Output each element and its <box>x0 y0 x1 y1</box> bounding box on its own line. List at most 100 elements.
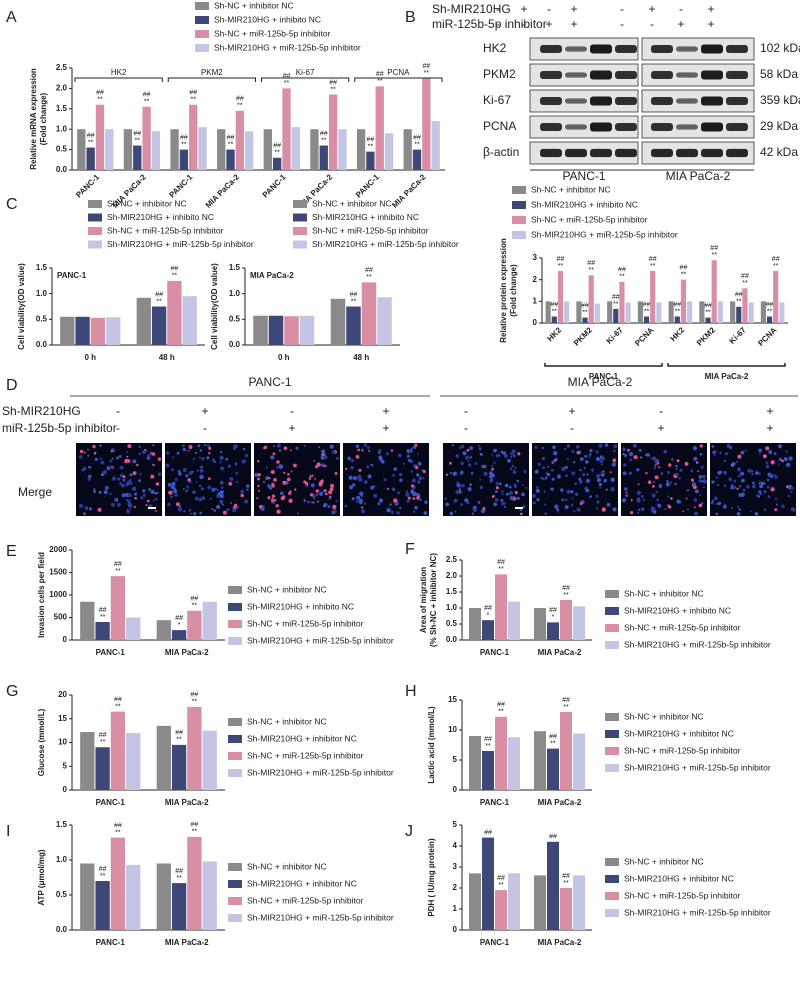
cell <box>536 486 539 489</box>
cell <box>309 475 312 478</box>
bar <box>375 86 384 170</box>
sign: - <box>522 17 526 31</box>
cell <box>127 501 132 506</box>
cell <box>182 468 187 472</box>
cell <box>232 508 237 513</box>
cell <box>349 485 354 490</box>
cell <box>651 493 656 498</box>
cell <box>182 444 185 447</box>
cell <box>467 459 470 462</box>
micrograph <box>76 443 162 516</box>
significance-mark: ## <box>175 868 183 875</box>
cell <box>723 504 727 509</box>
y-tick-label: 1.5 <box>446 587 458 596</box>
micrograph-bg <box>443 443 529 516</box>
legend-label: Sh-NC + miR-125b-5p inhibitor <box>531 214 648 224</box>
cell <box>578 477 582 481</box>
cell <box>335 499 338 502</box>
cell <box>612 507 617 512</box>
cell <box>155 482 160 486</box>
cell <box>393 489 396 492</box>
cell <box>498 454 501 457</box>
cell <box>603 478 607 483</box>
significance-mark: ** <box>100 614 106 621</box>
cell <box>332 509 337 514</box>
x-tick-label: Ki-67 <box>605 325 626 346</box>
significance-mark: ** <box>498 882 504 889</box>
cell <box>103 490 108 495</box>
cell <box>736 467 742 472</box>
cell <box>604 443 609 447</box>
cell <box>666 480 669 483</box>
cell <box>445 473 449 476</box>
cell <box>600 463 604 466</box>
cell <box>219 499 224 504</box>
x-tick-label: PANC-1 <box>480 798 510 807</box>
bar <box>123 129 133 170</box>
legend-swatch <box>512 201 526 209</box>
cell <box>257 473 261 477</box>
blot-band <box>726 97 748 105</box>
cell <box>102 470 107 475</box>
x-tick-label: MIA PaCa-2 <box>165 648 209 657</box>
blot-band <box>676 72 698 78</box>
condition-label: Sh-MIR210HG <box>432 2 511 16</box>
significance-mark: ** <box>97 97 103 104</box>
cell <box>585 478 591 483</box>
significance-mark: ** <box>767 308 773 315</box>
cell <box>246 484 250 488</box>
cell <box>310 483 315 488</box>
cell <box>556 474 562 479</box>
cell <box>179 505 182 508</box>
cell <box>147 499 150 503</box>
cell <box>714 450 718 453</box>
significance-mark: ## <box>189 90 197 97</box>
legend-label: Sh-MIR210HG + miR-125b-5p inhibitor <box>247 912 394 922</box>
protein-label: HK2 <box>483 41 507 55</box>
cell <box>98 490 102 494</box>
bar <box>310 129 319 170</box>
cell <box>491 465 494 468</box>
cell <box>765 464 770 469</box>
y-tick-label: 10 <box>448 725 457 734</box>
cell <box>699 452 703 456</box>
cell <box>679 468 683 472</box>
cell <box>268 477 271 480</box>
cell <box>774 508 778 512</box>
cell <box>152 444 155 447</box>
cell <box>511 449 516 454</box>
cell <box>196 469 199 472</box>
cell <box>394 502 398 505</box>
bar <box>469 608 481 640</box>
cell <box>733 479 736 483</box>
bar <box>760 301 766 323</box>
significance-mark: ** <box>181 141 187 148</box>
significance-mark: ** <box>284 80 290 87</box>
cell <box>733 485 737 489</box>
legend-swatch <box>228 603 242 611</box>
cell <box>220 450 223 454</box>
significance-mark: ## <box>114 696 122 703</box>
significance-mark: ** <box>705 309 711 316</box>
cell <box>466 501 470 505</box>
bar <box>495 890 507 930</box>
cell <box>747 468 751 473</box>
y-tick-label: 4 <box>453 841 458 850</box>
blot-band <box>701 122 723 132</box>
cell <box>393 498 398 503</box>
cell <box>350 458 354 463</box>
bar <box>202 730 217 790</box>
cell <box>479 485 483 490</box>
cell <box>525 486 528 489</box>
significance-mark: ## <box>549 834 557 841</box>
blot-band <box>590 96 612 106</box>
cell <box>270 455 275 460</box>
cell <box>573 510 576 513</box>
cell <box>109 459 113 463</box>
cell <box>87 448 89 451</box>
bar <box>668 301 674 323</box>
significance-mark: ** <box>558 263 564 270</box>
cell <box>236 445 239 447</box>
cell <box>170 485 175 490</box>
cell <box>645 472 648 475</box>
